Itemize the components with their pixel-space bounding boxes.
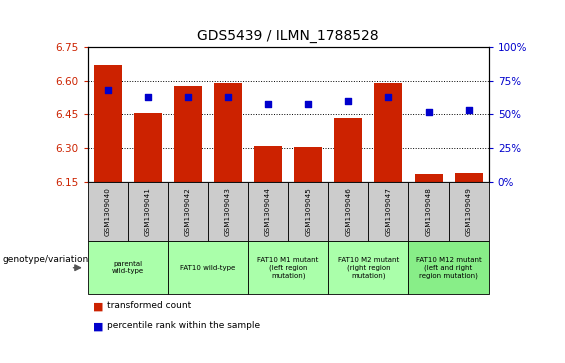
Text: GSM1309049: GSM1309049 <box>466 187 472 236</box>
Text: GSM1309042: GSM1309042 <box>185 187 191 236</box>
Bar <box>334 118 362 182</box>
Point <box>144 94 153 100</box>
Point <box>424 109 433 115</box>
Text: GSM1309045: GSM1309045 <box>305 187 311 236</box>
Bar <box>455 172 483 182</box>
Text: GSM1309048: GSM1309048 <box>425 187 432 236</box>
Text: GSM1309041: GSM1309041 <box>145 187 151 236</box>
Text: transformed count: transformed count <box>107 301 192 310</box>
Bar <box>94 65 121 182</box>
Bar <box>415 174 442 182</box>
Point <box>184 94 193 100</box>
Point <box>464 107 473 113</box>
Title: GDS5439 / ILMN_1788528: GDS5439 / ILMN_1788528 <box>197 29 379 44</box>
Bar <box>134 113 162 182</box>
Text: ■: ■ <box>93 321 104 331</box>
Text: FAT10 M2 mutant
(right region
mutation): FAT10 M2 mutant (right region mutation) <box>338 257 399 279</box>
Text: GSM1309044: GSM1309044 <box>265 187 271 236</box>
Text: GSM1309046: GSM1309046 <box>345 187 351 236</box>
Text: parental
wild-type: parental wild-type <box>112 261 144 274</box>
Text: GSM1309047: GSM1309047 <box>385 187 392 236</box>
Point <box>224 94 233 100</box>
Point <box>384 94 393 100</box>
Text: FAT10 M12 mutant
(left and right
region mutation): FAT10 M12 mutant (left and right region … <box>416 257 481 279</box>
Text: FAT10 wild-type: FAT10 wild-type <box>180 265 236 271</box>
Text: GSM1309040: GSM1309040 <box>105 187 111 236</box>
Point <box>304 101 313 106</box>
Text: ■: ■ <box>93 301 104 311</box>
Bar <box>375 83 402 182</box>
Bar <box>294 147 322 182</box>
Text: percentile rank within the sample: percentile rank within the sample <box>107 321 260 330</box>
Point <box>264 101 273 106</box>
Bar <box>214 83 242 182</box>
Point <box>103 87 112 93</box>
Bar <box>254 146 282 182</box>
Point <box>344 98 353 104</box>
Text: genotype/variation: genotype/variation <box>3 255 89 264</box>
Text: GSM1309043: GSM1309043 <box>225 187 231 236</box>
Bar <box>174 86 202 182</box>
Text: FAT10 M1 mutant
(left region
mutation): FAT10 M1 mutant (left region mutation) <box>258 257 319 279</box>
